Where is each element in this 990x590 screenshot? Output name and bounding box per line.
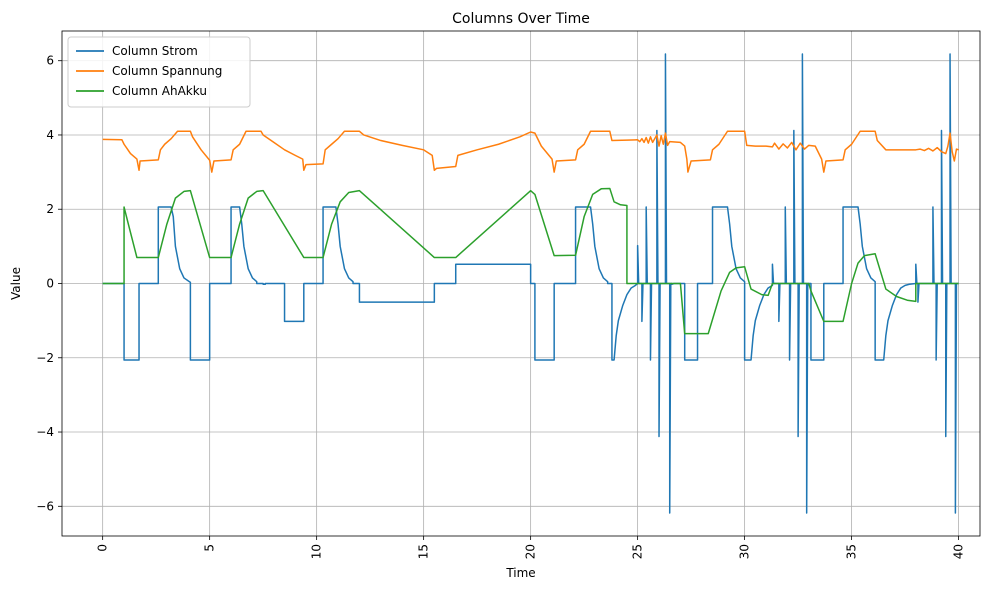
x-tick-label-1: 5 bbox=[203, 544, 217, 552]
y-tick-label-2: −2 bbox=[36, 351, 54, 365]
x-tick-label-2: 10 bbox=[310, 544, 324, 559]
x-axis-ticks: 0 5 10 15 20 25 30 35 40 bbox=[96, 536, 966, 559]
x-tick-label-3: 15 bbox=[417, 544, 431, 559]
x-tick-label-8: 40 bbox=[952, 544, 966, 559]
legend-label-1: Column Spannung bbox=[112, 64, 222, 78]
x-tick-label-6: 30 bbox=[738, 544, 752, 559]
y-tick-label-6: 6 bbox=[46, 54, 54, 68]
x-tick-label-5: 25 bbox=[631, 544, 645, 559]
legend-label-2: Column AhAkku bbox=[112, 84, 207, 98]
legend-box bbox=[67, 36, 251, 108]
y-axis-title: Value bbox=[9, 267, 23, 300]
x-tick-label-0: 0 bbox=[96, 544, 110, 552]
legend-label-0: Column Strom bbox=[112, 44, 198, 58]
y-axis-ticks: −6 −4 −2 0 2 4 6 bbox=[36, 54, 62, 513]
y-tick-label-3: 0 bbox=[46, 277, 54, 291]
series-lines bbox=[102, 53, 959, 514]
y-tick-label-5: 4 bbox=[46, 128, 54, 142]
grid-lines bbox=[62, 31, 980, 536]
x-axis-title: Time bbox=[505, 566, 535, 580]
legend: Column Strom Column Spannung Column AhAkku bbox=[67, 36, 251, 108]
series-line-1 bbox=[102, 130, 959, 173]
chart-title: Columns Over Time bbox=[452, 11, 590, 27]
y-tick-label-4: 2 bbox=[46, 202, 54, 216]
x-tick-label-4: 20 bbox=[524, 544, 538, 559]
y-tick-label-0: −6 bbox=[36, 499, 54, 513]
y-tick-label-1: −4 bbox=[36, 425, 54, 439]
x-tick-label-7: 35 bbox=[845, 544, 859, 559]
series-line-2 bbox=[102, 187, 959, 335]
